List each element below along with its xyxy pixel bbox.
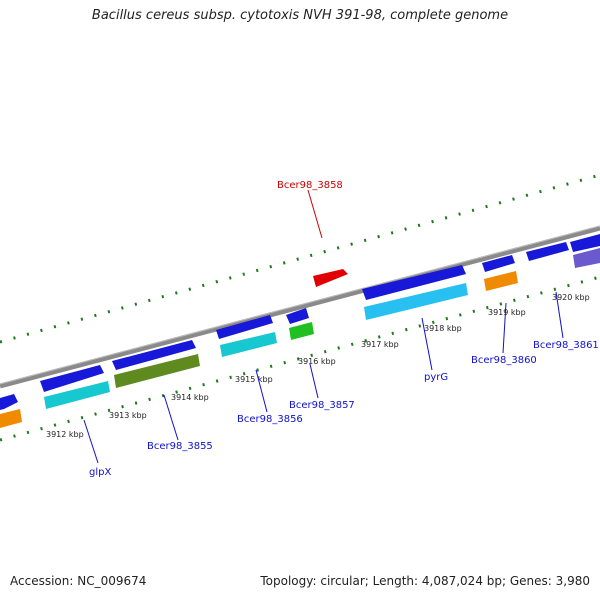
gene-block [220, 332, 277, 357]
accession-text: Accession: NC_009674 [10, 574, 147, 588]
highlight-gene [313, 269, 348, 287]
map-title: Bacillus cereus subsp. cytotoxis NVH 391… [91, 8, 509, 23]
tick-label: 3918 kbp [424, 324, 462, 333]
forward-genes [0, 234, 600, 410]
gene-label-bcer98-3855: Bcer98_3855 [147, 441, 213, 452]
gene-label-leaders [83, 189, 564, 464]
reverse-genes [0, 248, 600, 428]
tick-label: 3913 kbp [109, 411, 147, 420]
gene-block [0, 409, 22, 428]
gene-label-bcer98-3857: Bcer98_3857 [289, 400, 355, 411]
gene-block [573, 248, 600, 268]
gene-block [484, 271, 518, 291]
gene-arrow [40, 365, 104, 392]
gene-arrow [0, 394, 18, 410]
gene-block [44, 381, 110, 409]
gene-block [289, 322, 314, 340]
outer-tick-track [0, 173, 600, 344]
gene-arrow [526, 242, 569, 261]
gene-label-bcer98-3860: Bcer98_3860 [471, 355, 537, 366]
gene-label-bcer98-3858: Bcer98_3858 [277, 180, 343, 191]
genome-backbone [0, 225, 600, 389]
gene-arrow [216, 315, 273, 339]
tick-label: 3915 kbp [235, 375, 273, 384]
gene-block [114, 354, 200, 388]
gene-arrow [286, 308, 309, 324]
gene-labels: Bcer98_3858 glpX Bcer98_3855 Bcer98_3856… [89, 180, 599, 478]
gene-arrow [570, 234, 600, 252]
gene-label-pyrg: pyrG [424, 372, 448, 383]
tick-label: 3920 kbp [552, 293, 590, 302]
gene-label-bcer98-3861: Bcer98_3861 [533, 340, 599, 351]
gene-arrow [362, 265, 466, 300]
tick-label: 3914 kbp [171, 393, 209, 402]
genome-summary-text: Topology: circular; Length: 4,087,024 bp… [260, 574, 590, 588]
gene-arrow [482, 255, 515, 272]
inner-tick-track [0, 275, 600, 442]
gene-label-bcer98-3856: Bcer98_3856 [237, 414, 303, 425]
gene-label-glpx: glpX [89, 467, 111, 478]
gene-arrow-bcer98-3858 [313, 269, 348, 287]
tick-labels: 3912 kbp 3913 kbp 3914 kbp 3915 kbp 3916… [46, 293, 590, 439]
gene-arrow [112, 340, 196, 370]
tick-label: 3919 kbp [488, 308, 526, 317]
tick-label: 3916 kbp [298, 357, 336, 366]
gene-block [364, 283, 468, 320]
tick-label: 3912 kbp [46, 430, 84, 439]
tick-label: 3917 kbp [361, 340, 399, 349]
